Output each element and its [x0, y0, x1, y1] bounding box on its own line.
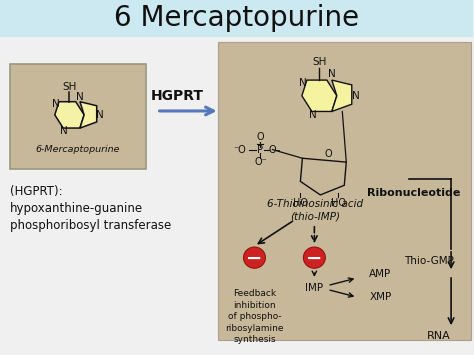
Text: 6 Mercaptopurine: 6 Mercaptopurine [114, 4, 359, 32]
Text: (HGPRT):
hypoxanthine-guanine
phosphoribosyl transferase: (HGPRT): hypoxanthine-guanine phosphorib… [10, 185, 171, 232]
FancyBboxPatch shape [218, 43, 471, 340]
Polygon shape [301, 158, 346, 195]
Circle shape [303, 247, 325, 268]
Text: RNA: RNA [427, 331, 451, 341]
Text: N: N [352, 91, 359, 101]
Text: Thio-GMP: Thio-GMP [404, 256, 454, 266]
Text: N: N [309, 110, 317, 120]
Text: HO: HO [331, 198, 346, 208]
Polygon shape [80, 102, 97, 128]
Text: N: N [60, 126, 68, 136]
Text: AMP: AMP [369, 269, 392, 279]
Text: IMP: IMP [305, 283, 323, 293]
Text: ⁻O: ⁻O [234, 144, 246, 154]
FancyBboxPatch shape [10, 64, 146, 169]
Text: Feedback
inhibition
of phospho-
ribosylamine
synthesis: Feedback inhibition of phospho- ribosyla… [225, 289, 284, 344]
Text: Ribonucleotide: Ribonucleotide [367, 188, 461, 198]
Text: −: − [246, 249, 263, 268]
Text: O: O [325, 149, 332, 159]
Text: HGPRT: HGPRT [151, 89, 204, 104]
Text: N: N [299, 77, 307, 87]
Polygon shape [55, 102, 84, 128]
Text: P: P [257, 144, 264, 154]
Text: O⁻: O⁻ [254, 157, 267, 167]
Text: O: O [256, 132, 264, 142]
Text: −: − [306, 249, 322, 268]
Text: SH: SH [62, 82, 77, 92]
Text: 6-Thioinosinic acid
(thio-IMP): 6-Thioinosinic acid (thio-IMP) [267, 199, 364, 222]
Text: N: N [52, 99, 60, 109]
Circle shape [244, 247, 265, 268]
FancyBboxPatch shape [0, 0, 473, 37]
Text: N: N [76, 92, 84, 102]
Text: O–: O– [268, 144, 281, 154]
Text: N: N [328, 69, 336, 79]
Text: SH: SH [312, 57, 327, 67]
Text: XMP: XMP [369, 292, 392, 302]
Text: HO: HO [293, 198, 308, 208]
Text: N: N [96, 110, 104, 120]
Text: 6-Mercaptopurine: 6-Mercaptopurine [36, 145, 120, 154]
Polygon shape [302, 80, 337, 111]
Polygon shape [332, 80, 352, 111]
